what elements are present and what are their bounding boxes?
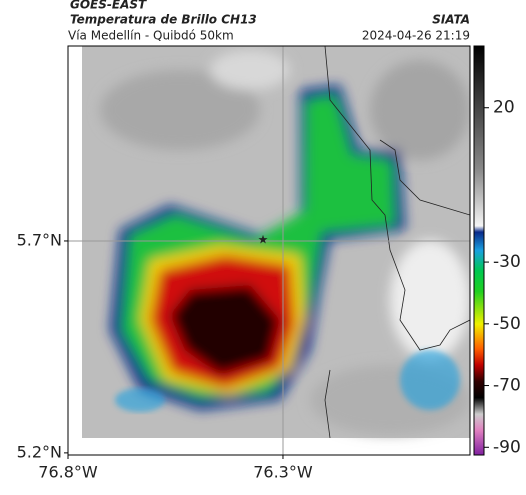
map-frame [67,45,471,456]
satellite-image: ★ [68,46,470,455]
x-tick-label: 76.3°W [253,463,313,482]
colorbar-tick-label: 20 [493,98,515,118]
location-star: ★ [258,233,269,247]
colorbar [473,45,485,456]
title: Temperatura de Brillo CH13 [70,13,257,27]
y-tick-label: 5.2°N [17,442,62,461]
colorbar-tick-label: -90 [493,437,521,457]
colorbar-tick-label: -50 [493,314,521,334]
colorbar-tick-label: -70 [493,376,521,396]
subtitle: Vía Medellín - Quibdó 50km [68,29,234,43]
x-tick-label: 76.8°W [38,463,98,482]
colorbar-tick-label: -30 [493,252,521,272]
brand: SIATA [432,13,470,27]
timestamp: 2024-04-26 21:19 [362,29,470,43]
source: GOES-EAST [70,0,147,12]
y-tick-label: 5.7°N [17,230,62,249]
